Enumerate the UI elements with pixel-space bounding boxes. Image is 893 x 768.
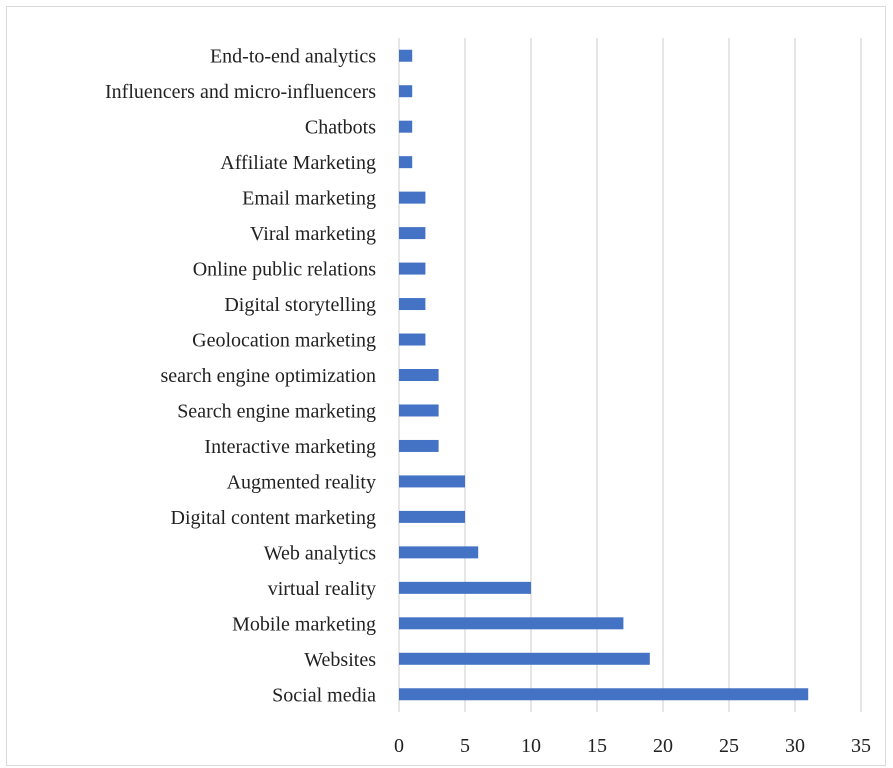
x-tick-label: 5: [460, 735, 470, 757]
bar: [399, 688, 809, 701]
bar: [399, 581, 531, 594]
category-label: Influencers and micro-influencers: [105, 81, 376, 103]
bar: [399, 262, 426, 275]
category-label: Social media: [272, 684, 376, 706]
category-label: virtual reality: [268, 578, 376, 600]
x-tick-label: 30: [785, 735, 805, 757]
x-axis-ticks: 0 5 10 15 20 25 30 35: [394, 735, 871, 757]
category-label: Websites: [304, 649, 376, 671]
category-label: Web analytics: [264, 542, 376, 564]
bar: [399, 191, 426, 204]
category-label: Email marketing: [242, 188, 376, 210]
bar: [399, 85, 413, 98]
bar: [399, 510, 465, 523]
category-label: Online public relations: [193, 259, 377, 281]
bar: [399, 369, 439, 381]
bar: [399, 652, 650, 665]
grid-lines: [398, 38, 862, 712]
category-label: Digital content marketing: [171, 507, 377, 529]
bar: [399, 298, 426, 311]
bar: [399, 49, 413, 62]
category-label: Mobile marketing: [232, 613, 376, 635]
bar: [399, 546, 479, 559]
bar: [399, 227, 426, 240]
x-tick-label: 0: [394, 735, 404, 757]
category-label: Viral marketing: [250, 223, 376, 245]
bar: [399, 439, 439, 452]
category-label: search engine optimization: [161, 365, 376, 387]
bar: [399, 156, 413, 169]
bars: [399, 49, 809, 701]
x-tick-label: 15: [587, 735, 607, 757]
x-tick-label: 35: [851, 735, 871, 757]
category-label: Augmented reality: [227, 471, 376, 493]
x-tick-label: 10: [521, 735, 541, 757]
bar: [399, 120, 413, 133]
category-label: Interactive marketing: [204, 436, 376, 458]
bar: [399, 333, 426, 346]
bar: [399, 475, 465, 488]
category-label: Geolocation marketing: [192, 330, 376, 352]
category-label: Digital storytelling: [224, 294, 376, 316]
category-label: Chatbots: [305, 117, 376, 139]
bar: [399, 404, 439, 417]
x-tick-label: 25: [719, 735, 739, 757]
category-labels: Social media Websites Mobile marketing virt…: [105, 46, 376, 707]
chart-frame: [6, 6, 886, 766]
x-tick-label: 20: [653, 735, 673, 757]
category-label: End-to-end analytics: [210, 46, 376, 68]
category-label: Search engine marketing: [177, 400, 376, 422]
category-label: Affiliate Marketing: [220, 152, 376, 174]
bar: [399, 617, 624, 630]
